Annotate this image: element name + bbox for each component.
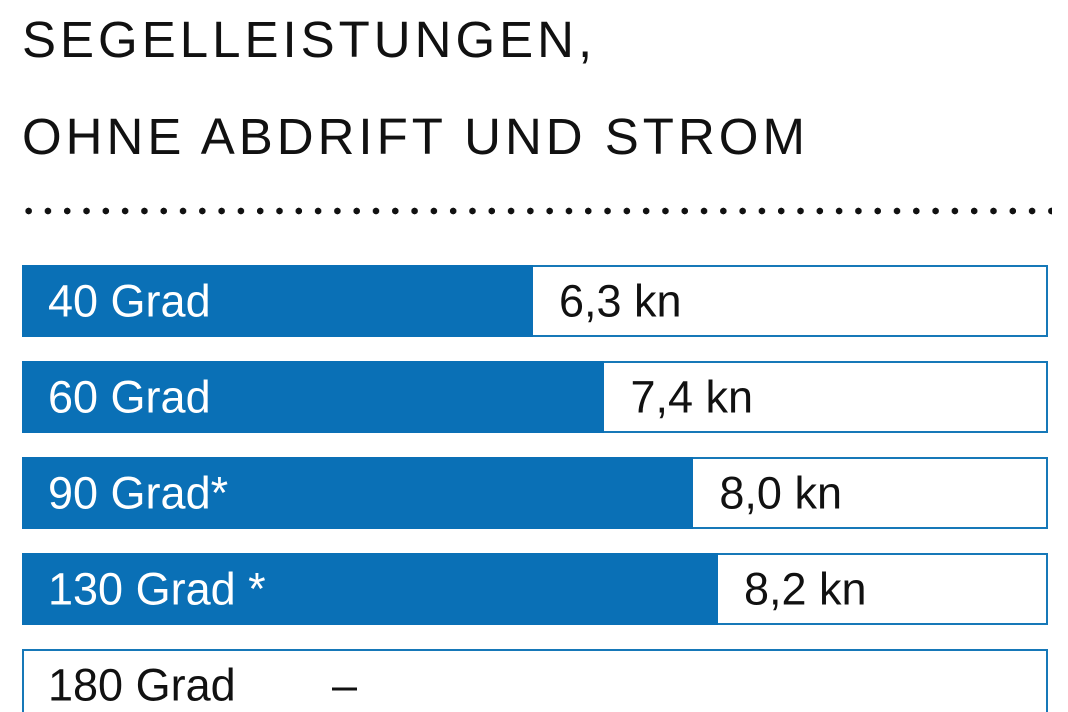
bar-row-90-grad: 90 Grad* 8,0 kn — [22, 457, 1048, 529]
bar-fill — [22, 553, 718, 625]
dotted-divider — [22, 204, 1052, 218]
bar-fill — [22, 457, 694, 529]
bar-chart: 40 Grad 6,3 kn 60 Grad 7,4 kn 90 Grad* 8… — [22, 265, 1048, 712]
bar-value: 6,3 kn — [558, 275, 682, 327]
bar-value-dash: – — [332, 659, 358, 711]
bar-label: 130 Grad * — [48, 563, 266, 615]
bar-label: 90 Grad* — [48, 467, 229, 519]
bar-label: 40 Grad — [48, 275, 211, 327]
bar-row-130-grad: 130 Grad * 8,2 kn — [22, 553, 1048, 625]
bar-row-40-grad: 40 Grad 6,3 kn — [22, 265, 1048, 337]
bar-row-180-grad: 180 Grad – — [22, 649, 1048, 712]
chart-title-line1: SEGELLEISTUNGEN, — [22, 11, 597, 68]
bar-row-60-grad: 60 Grad 7,4 kn — [22, 361, 1048, 433]
bar-value: 8,0 kn — [719, 467, 842, 519]
bar-label: 180 Grad — [48, 659, 236, 711]
bar-label: 60 Grad — [48, 371, 211, 423]
bar-value: 7,4 kn — [630, 371, 754, 423]
bar-value: 8,2 kn — [743, 563, 867, 615]
bar-fill — [22, 265, 533, 337]
chart-title-line2: OHNE ABDRIFT UND STROM — [22, 108, 809, 165]
bar-fill — [22, 361, 605, 433]
